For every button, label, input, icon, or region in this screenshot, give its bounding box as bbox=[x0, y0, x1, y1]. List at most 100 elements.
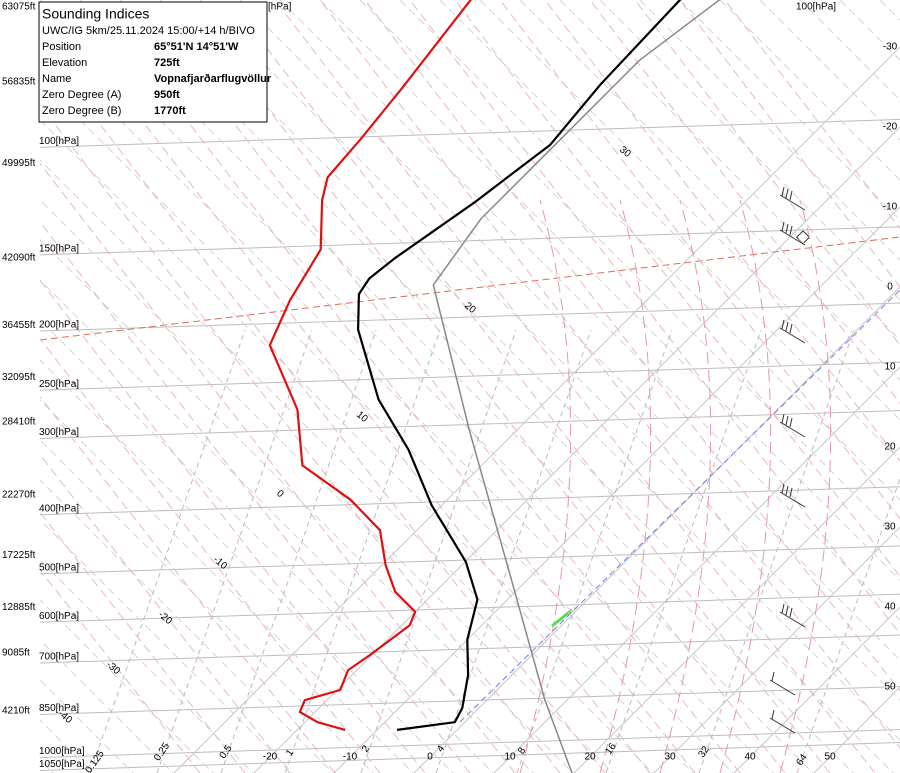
wind-barb-staff bbox=[779, 327, 806, 344]
isobar bbox=[40, 118, 900, 148]
wind-barb-staff bbox=[779, 421, 806, 438]
adiabat-line bbox=[40, 453, 291, 773]
x-tick-label: 30 bbox=[664, 752, 676, 763]
background-line bbox=[599, 0, 900, 301]
extra-label: [hPa] bbox=[268, 2, 292, 13]
x-tick-label: -20 bbox=[263, 752, 278, 763]
x-tick-label-right: 20 bbox=[884, 442, 896, 453]
wind-barb bbox=[779, 603, 806, 628]
mixing-ratio-label: 0.5 bbox=[218, 743, 235, 761]
x-tick-label-right: -10 bbox=[883, 202, 898, 213]
mixing-ratio-line bbox=[360, 329, 517, 773]
adiabat-line bbox=[454, 0, 900, 578]
moist-adiabat-line bbox=[519, 199, 572, 773]
adiabat-line bbox=[40, 279, 426, 773]
info-rows: Position 65°51'N 14°51'W Elevation 725ft Nam… bbox=[42, 41, 272, 117]
background-line bbox=[40, 0, 814, 773]
background-line bbox=[839, 0, 900, 61]
info-label: Position bbox=[42, 41, 81, 53]
x-tick-label-right: 50 bbox=[884, 682, 896, 693]
x-tick-label: 50 bbox=[824, 752, 836, 763]
wind-barb-flag bbox=[789, 190, 793, 201]
wind-barb bbox=[769, 671, 796, 696]
background-line bbox=[40, 479, 334, 773]
adiabat-label: -10 bbox=[211, 554, 229, 572]
adiabat-line bbox=[634, 0, 900, 347]
isobar bbox=[40, 486, 900, 516]
mixing-ratio-label: 2 bbox=[360, 743, 372, 754]
wind-barb-flag bbox=[789, 487, 793, 498]
series bbox=[268, 0, 721, 773]
wind-barb-staff bbox=[779, 229, 806, 246]
background-line bbox=[439, 0, 900, 461]
mixing-ratio-label: 4 bbox=[435, 743, 447, 754]
mixing-ratio-line bbox=[605, 329, 762, 773]
x-tick-label-right: -20 bbox=[883, 122, 898, 133]
wind-barb-flag bbox=[781, 221, 785, 232]
background-line bbox=[199, 0, 900, 701]
isobar bbox=[40, 593, 900, 623]
wind-barb-flag bbox=[781, 483, 785, 494]
adiabat-line bbox=[184, 0, 786, 773]
mixing-ratio-line bbox=[220, 329, 377, 773]
wind-barb-flag bbox=[771, 709, 775, 720]
moist-adiabat-line bbox=[659, 199, 712, 773]
adiabat-line bbox=[40, 511, 246, 773]
isobar bbox=[40, 302, 900, 332]
adiabat-line bbox=[409, 0, 900, 635]
wind-barb-flag bbox=[789, 225, 793, 236]
adiabat-line bbox=[364, 0, 900, 692]
mixing-ratio-label: 8 bbox=[516, 745, 528, 756]
altitude-label: 4210ft bbox=[2, 706, 30, 717]
isotherm bbox=[733, 606, 900, 773]
pressure-label: 200[hPa] bbox=[39, 320, 79, 331]
mixing-ratio-line bbox=[284, 329, 441, 773]
background-line bbox=[40, 279, 534, 773]
isotherm bbox=[653, 526, 900, 773]
background-line bbox=[559, 0, 900, 341]
wind-barb bbox=[779, 221, 806, 246]
x-tick-label: 10 bbox=[504, 752, 516, 763]
background-line bbox=[759, 0, 900, 141]
background-line bbox=[119, 0, 894, 773]
background-line bbox=[40, 439, 374, 773]
wind-barb-flag bbox=[781, 603, 785, 614]
wind-barb-flag bbox=[785, 485, 789, 496]
isobar bbox=[40, 741, 900, 771]
moist-adiabat-line bbox=[719, 199, 772, 773]
background-line bbox=[40, 599, 214, 773]
adiabat-line bbox=[589, 0, 900, 405]
mixing-ratio-line bbox=[698, 329, 855, 773]
x-tick-label: 20 bbox=[584, 752, 596, 763]
info-label: Zero Degree (B) bbox=[42, 105, 121, 117]
background-line bbox=[359, 0, 900, 541]
mixing-ratio-line bbox=[156, 329, 313, 773]
pressure-label: 400[hPa] bbox=[39, 503, 79, 514]
info-box: Sounding Indices UWC/IG 5km/25.11.2024 1… bbox=[38, 1, 272, 123]
isotherm bbox=[173, 46, 900, 773]
adiabat-line bbox=[40, 337, 381, 773]
wind-barb-flag bbox=[781, 413, 785, 424]
wind-barb-flag bbox=[781, 319, 785, 330]
wind-barb-staff bbox=[779, 194, 806, 211]
pressure-label: 1050[hPa] bbox=[39, 759, 85, 770]
background-line bbox=[40, 159, 654, 773]
moist-adiabat-line bbox=[599, 199, 652, 773]
mixing-ratio-line bbox=[89, 329, 246, 773]
background-line bbox=[399, 0, 900, 501]
info-value: 1770ft bbox=[154, 105, 186, 117]
mixing-ratio-line bbox=[796, 477, 900, 773]
altitude-label: 63075ft bbox=[2, 2, 36, 13]
altitude-label: 32095ft bbox=[2, 372, 36, 383]
adiabat-line bbox=[544, 0, 900, 462]
background-line bbox=[719, 0, 900, 181]
background-line bbox=[639, 0, 900, 261]
background-line bbox=[519, 0, 900, 381]
wind-barb-flag bbox=[785, 605, 789, 616]
wind-barb bbox=[779, 186, 806, 211]
sounding-line bbox=[357, 0, 682, 731]
info-value: Vopnafjarðarflugvöllur bbox=[154, 73, 272, 85]
background-line bbox=[40, 239, 574, 773]
info-title: Sounding Indices bbox=[42, 6, 149, 22]
